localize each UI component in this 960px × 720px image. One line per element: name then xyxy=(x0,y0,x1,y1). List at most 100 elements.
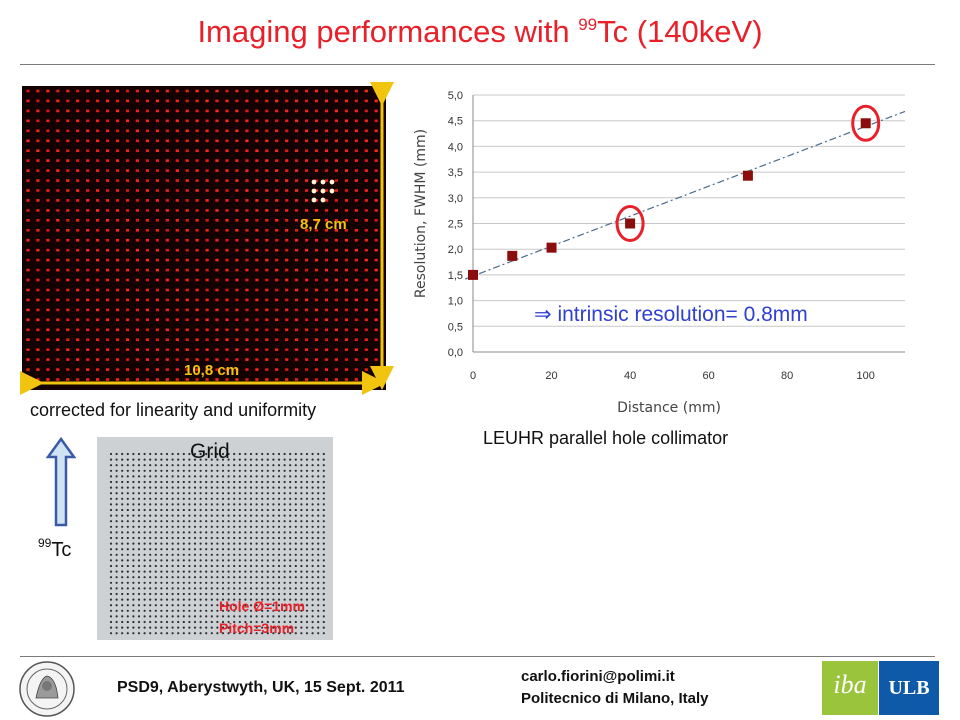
grid-hole xyxy=(244,553,247,556)
image-spot xyxy=(265,139,269,143)
image-spot xyxy=(66,318,70,322)
image-spot xyxy=(56,219,60,222)
image-spot xyxy=(344,119,348,123)
grid-hole xyxy=(199,464,202,467)
image-spot xyxy=(354,179,358,182)
image-spot xyxy=(215,109,219,113)
grid-hole xyxy=(121,576,124,579)
grid-hole xyxy=(154,587,157,590)
grid-hole xyxy=(205,626,208,629)
image-spot xyxy=(175,278,179,282)
grid-hole xyxy=(244,592,247,596)
image-spot xyxy=(275,179,279,182)
grid-hole xyxy=(210,559,213,562)
image-spot xyxy=(106,318,110,322)
grid-hole xyxy=(171,620,174,624)
image-spot xyxy=(145,318,149,322)
image-spot xyxy=(205,99,209,103)
grid-hole xyxy=(137,464,141,467)
image-spot xyxy=(245,199,249,202)
grid-hole xyxy=(227,542,230,545)
image-spot xyxy=(56,199,60,202)
grid-hole xyxy=(305,531,309,534)
grid-hole xyxy=(126,609,129,612)
image-spot xyxy=(86,248,90,252)
grid-hole xyxy=(171,486,174,489)
image-spot xyxy=(86,119,90,123)
grid-hole xyxy=(294,564,297,568)
grid-hole xyxy=(311,604,314,607)
image-spot xyxy=(26,109,30,113)
image-spot xyxy=(145,298,149,302)
grid-hole xyxy=(109,542,113,545)
image-spot xyxy=(195,358,199,361)
image-spot xyxy=(145,209,149,212)
grid-hole xyxy=(132,520,135,523)
image-spot xyxy=(245,189,249,192)
image-spot xyxy=(364,348,368,351)
image-spot xyxy=(135,109,139,113)
grid-hole xyxy=(311,632,314,635)
image-spot xyxy=(195,258,199,262)
grid-hole xyxy=(238,604,241,607)
image-spot xyxy=(185,308,189,312)
grid-hole xyxy=(177,632,180,635)
image-spot xyxy=(36,109,40,113)
image-spot xyxy=(255,189,259,192)
image-spot xyxy=(305,219,309,222)
image-spot xyxy=(96,109,100,113)
grid-hole xyxy=(210,520,213,523)
image-spot xyxy=(205,238,209,242)
grid-hole xyxy=(193,520,197,523)
image-spot xyxy=(165,348,169,351)
grid-hole xyxy=(154,508,157,512)
image-spot xyxy=(155,169,159,172)
grid-hole xyxy=(165,475,169,478)
grid-hole xyxy=(261,508,264,512)
grid-hole xyxy=(126,492,129,495)
image-spot xyxy=(155,189,159,192)
image-spot xyxy=(205,109,209,113)
grid-hole xyxy=(266,508,269,512)
grid-hole xyxy=(115,542,118,545)
image-spot xyxy=(165,258,169,262)
image-spot xyxy=(225,288,229,292)
image-spot xyxy=(225,268,229,272)
image-spot xyxy=(26,238,30,242)
grid-hole xyxy=(244,626,247,629)
image-spot xyxy=(334,248,338,252)
image-spot xyxy=(305,328,309,332)
grid-hole xyxy=(266,559,269,562)
grid-hole xyxy=(137,492,141,495)
grid-hole xyxy=(221,458,225,461)
image-spot xyxy=(344,199,348,202)
grid-hole xyxy=(305,536,309,540)
grid-hole xyxy=(238,592,241,596)
grid-hole xyxy=(317,570,320,573)
grid-hole xyxy=(193,609,197,612)
image-spot xyxy=(265,209,269,212)
grid-hole xyxy=(182,564,185,568)
image-spot xyxy=(145,149,149,152)
grid-hole xyxy=(238,564,241,568)
image-spot xyxy=(36,169,40,172)
image-spot xyxy=(195,348,199,351)
image-spot xyxy=(96,139,100,143)
image-spot xyxy=(36,288,40,292)
grid-hole xyxy=(305,508,309,512)
grid-hole xyxy=(227,615,230,618)
grid-hole xyxy=(115,475,118,478)
image-spot xyxy=(175,268,179,272)
image-spot xyxy=(116,199,120,202)
image-spot xyxy=(36,358,40,361)
iba-logo-text: iba xyxy=(833,670,867,699)
grid-hole xyxy=(289,553,292,556)
grid-hole xyxy=(171,604,174,607)
grid-hole xyxy=(210,480,213,484)
grid-hole xyxy=(216,514,219,517)
grid-hole xyxy=(182,587,185,590)
grid-hole xyxy=(182,469,185,472)
image-spot xyxy=(324,318,329,322)
grid-hole xyxy=(171,576,174,579)
grid-hole xyxy=(317,503,320,506)
